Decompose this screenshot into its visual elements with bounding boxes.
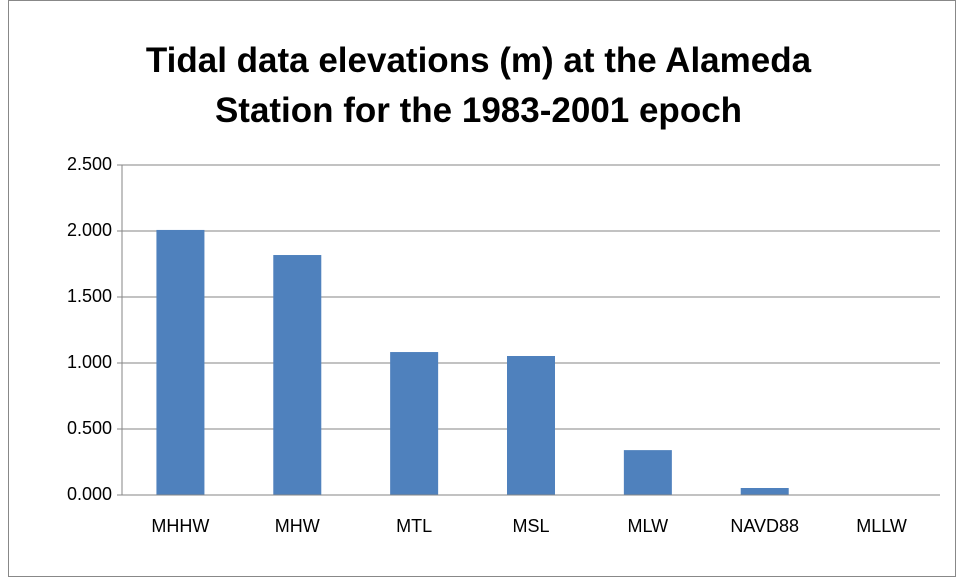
x-tick-label: MSL — [512, 516, 549, 536]
x-tick-label: MTL — [396, 516, 432, 536]
bar — [740, 488, 789, 495]
bar — [156, 229, 205, 495]
x-tick-label: MLLW — [856, 516, 907, 536]
x-tick-label: MHHW — [151, 516, 209, 536]
x-tick-label: NAVD88 — [730, 516, 799, 536]
chart-border — [8, 0, 956, 577]
x-tick-label: MLW — [628, 516, 669, 536]
bar — [273, 255, 322, 495]
chart-title: Tidal data elevations (m) at the Alameda… — [145, 41, 812, 130]
y-tick-label: 1.500 — [67, 286, 112, 306]
y-tick-label: 0.000 — [67, 484, 112, 504]
x-tick-label: MHW — [275, 516, 320, 536]
y-tick-label: 2.500 — [67, 154, 112, 174]
chart-title-box: Tidal data elevations (m) at the Alameda… — [0, 36, 957, 136]
bar — [623, 450, 672, 495]
y-tick-label: 1.000 — [67, 352, 112, 372]
bar — [390, 352, 439, 495]
y-tick-label: 2.000 — [67, 220, 112, 240]
y-tick-label: 0.500 — [67, 418, 112, 438]
bar — [507, 356, 555, 495]
